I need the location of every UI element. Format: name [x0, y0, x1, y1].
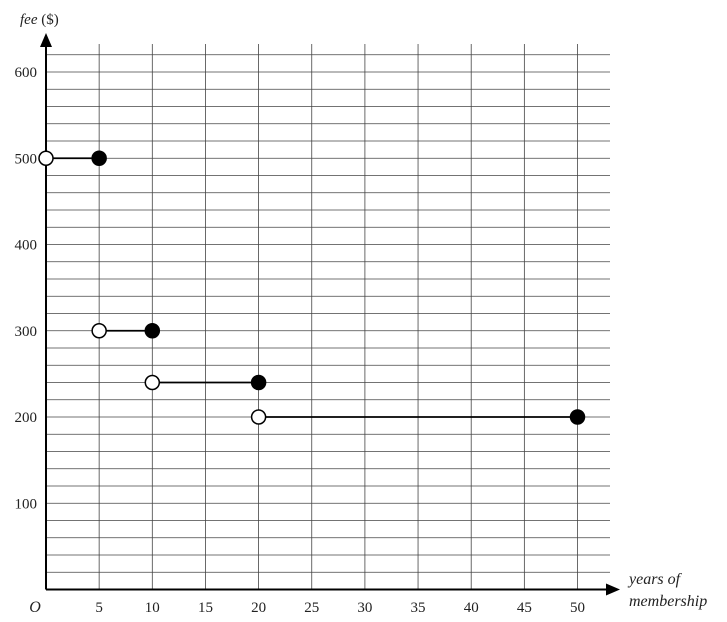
closed-endpoint	[569, 409, 586, 425]
closed-endpoint	[91, 150, 107, 166]
x-tick-label: 25	[304, 600, 319, 616]
x-tick-label: 45	[517, 600, 532, 616]
x-axis-arrow-icon	[606, 583, 620, 596]
y-axis-title: fee ($)	[20, 12, 59, 28]
open-endpoint	[91, 323, 107, 339]
closed-endpoint	[250, 374, 267, 391]
x-tick-label: 20	[251, 600, 266, 616]
grid	[46, 44, 610, 590]
x-tick-label: 5	[95, 600, 103, 616]
series	[38, 150, 586, 425]
x-tick-label: 40	[464, 600, 479, 616]
x-tick-label: 15	[198, 600, 213, 616]
open-endpoint	[144, 374, 161, 391]
open-endpoint	[38, 150, 54, 166]
y-tick-label: 600	[15, 65, 38, 81]
y-tick-label: 200	[15, 410, 38, 426]
open-endpoint	[250, 409, 267, 425]
y-tick-label: 300	[15, 324, 38, 340]
y-tick-label: 100	[15, 496, 38, 512]
x-tick-label: 50	[570, 600, 585, 616]
y-tick-label: 500	[15, 151, 38, 167]
x-tick-label: 10	[145, 600, 160, 616]
tick-labels: 5 10 15 20 25 30 35 40 45 50 100 200 300 400 500 600 O	[15, 65, 586, 616]
x-axis-title-line: membership	[629, 593, 707, 610]
y-axis-arrow-icon	[40, 33, 52, 47]
y-tick-label: 400	[15, 238, 38, 254]
axis-titles: fee ($) years of membership	[20, 12, 707, 610]
origin-label: O	[29, 599, 41, 616]
x-tick-label: 35	[411, 600, 426, 616]
x-tick-label: 30	[357, 600, 372, 616]
x-axis-title-line: years of	[627, 571, 683, 588]
closed-endpoint	[144, 323, 161, 339]
axes	[40, 33, 620, 596]
